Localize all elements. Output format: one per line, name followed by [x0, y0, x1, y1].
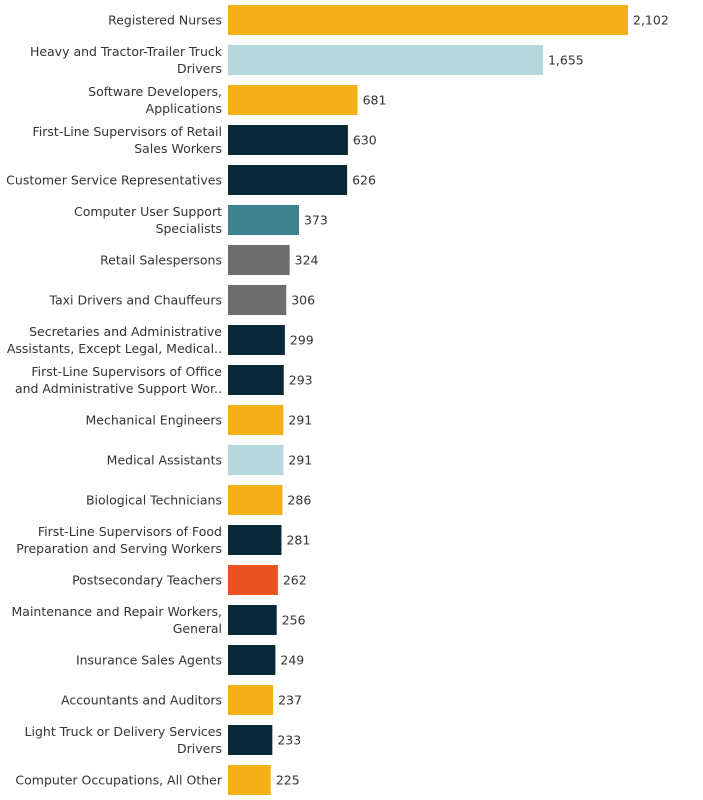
- category-label: Accountants and Auditors: [61, 693, 222, 708]
- category-label-line: Assistants, Except Legal, Medical..: [7, 341, 222, 356]
- bar-value-label: 291: [288, 453, 312, 468]
- category-label: First-Line Supervisors of Retail Sales Wo…: [33, 124, 222, 156]
- bar-value-label: 324: [295, 253, 319, 268]
- category-label-line: Insurance Sales Agents: [76, 653, 222, 668]
- bar: [228, 405, 284, 435]
- bar: [228, 485, 283, 515]
- category-label: Heavy and Tractor-Trailer Truck Drivers: [30, 44, 223, 76]
- bar: [228, 605, 277, 635]
- bar-value-label: 681: [363, 93, 387, 108]
- category-label-line: Computer Occupations, All Other: [15, 773, 222, 788]
- bar: [228, 45, 543, 75]
- bar-value-label: 373: [304, 213, 328, 228]
- bar-value-label: 237: [278, 693, 302, 708]
- category-label: Maintenance and Repair Workers, General: [12, 604, 222, 636]
- bar-value-label: 262: [283, 573, 307, 588]
- category-label: Customer Service Representatives: [6, 173, 222, 188]
- category-label: Postsecondary Teachers: [72, 573, 222, 588]
- bar: [228, 365, 284, 395]
- bar-value-label: 233: [277, 733, 301, 748]
- bar-value-label: 256: [282, 613, 306, 628]
- bar: [228, 165, 348, 195]
- category-label: First-Line Supervisors of Office and Admi…: [15, 364, 222, 396]
- category-label-line: Light Truck or Delivery Services: [25, 724, 222, 739]
- category-label: Biological Technicians: [86, 493, 222, 508]
- bar-value-label: 626: [352, 173, 376, 188]
- bar-value-label: 249: [280, 653, 304, 668]
- category-label: Secretaries and Administrative Assistants…: [7, 324, 222, 356]
- bar: [228, 325, 285, 355]
- bar-value-label: 225: [276, 773, 300, 788]
- category-label: First-Line Supervisors of Food Preparatio…: [16, 524, 222, 556]
- bar: [228, 125, 348, 155]
- bar-value-label: 630: [353, 133, 377, 148]
- category-label: Computer User Support Specialists: [74, 204, 222, 236]
- category-label-line: First-Line Supervisors of Food: [38, 524, 222, 539]
- category-label-line: Biological Technicians: [86, 493, 222, 508]
- category-label-line: Maintenance and Repair Workers,: [12, 604, 222, 619]
- bar-value-label: 291: [288, 413, 312, 428]
- category-label-line: Software Developers,: [88, 84, 222, 99]
- category-label-line: Mechanical Engineers: [86, 413, 223, 428]
- category-label-line: Applications: [146, 101, 222, 116]
- bars: [228, 5, 628, 795]
- bar-value-label: 281: [286, 533, 310, 548]
- category-label: Retail Salespersons: [100, 253, 222, 268]
- category-label-line: First-Line Supervisors of Retail: [33, 124, 222, 139]
- category-label: Software Developers, Applications: [88, 84, 222, 116]
- bar-value-label: 286: [287, 493, 311, 508]
- bar: [228, 645, 276, 675]
- category-label-line: General: [173, 621, 222, 636]
- bar-value-label: 2,102: [633, 13, 669, 28]
- category-label-line: Postsecondary Teachers: [72, 573, 222, 588]
- category-label: Computer Occupations, All Other: [15, 773, 222, 788]
- category-label-line: Accountants and Auditors: [61, 693, 222, 708]
- category-label-line: Drivers: [177, 61, 222, 76]
- bar: [228, 685, 274, 715]
- category-label: Light Truck or Delivery Services Drivers: [25, 724, 222, 756]
- category-labels: Registered Nurses Heavy and Tractor-Trail…: [6, 13, 223, 788]
- category-label-line: Sales Workers: [134, 141, 222, 156]
- category-label: Mechanical Engineers: [86, 413, 223, 428]
- bar: [228, 765, 271, 795]
- bar-value-label: 293: [289, 373, 313, 388]
- category-label-line: Customer Service Representatives: [6, 173, 222, 188]
- value-labels: 2,102 1,655 681 630 626 373 324 306 299 293 291 291…: [276, 13, 669, 788]
- category-label-line: Drivers: [177, 741, 222, 756]
- category-label-line: Taxi Drivers and Chauffeurs: [48, 293, 222, 308]
- bar: [228, 525, 282, 555]
- category-label-line: Preparation and Serving Workers: [16, 541, 222, 556]
- bar-value-label: 299: [290, 333, 314, 348]
- category-label-line: Computer User Support: [74, 204, 222, 219]
- category-label-line: Secretaries and Administrative: [29, 324, 222, 339]
- bar: [228, 205, 299, 235]
- category-label-line: Medical Assistants: [107, 453, 222, 468]
- bar: [228, 725, 273, 755]
- category-label: Insurance Sales Agents: [76, 653, 222, 668]
- bar: [228, 5, 628, 35]
- category-label: Registered Nurses: [108, 13, 222, 28]
- bar-value-label: 1,655: [548, 53, 584, 68]
- category-label-line: First-Line Supervisors of Office: [31, 364, 222, 379]
- bar: [228, 565, 278, 595]
- bar-value-label: 306: [291, 293, 315, 308]
- category-label: Taxi Drivers and Chauffeurs: [48, 293, 222, 308]
- bar: [228, 285, 287, 315]
- bar: [228, 445, 284, 475]
- category-label-line: Specialists: [156, 221, 222, 236]
- bar: [228, 85, 358, 115]
- category-label-line: and Administrative Support Wor..: [15, 381, 222, 396]
- category-label-line: Retail Salespersons: [100, 253, 222, 268]
- category-label-line: Heavy and Tractor-Trailer Truck: [30, 44, 223, 59]
- bar: [228, 245, 290, 275]
- category-label: Medical Assistants: [107, 453, 222, 468]
- category-label-line: Registered Nurses: [108, 13, 222, 28]
